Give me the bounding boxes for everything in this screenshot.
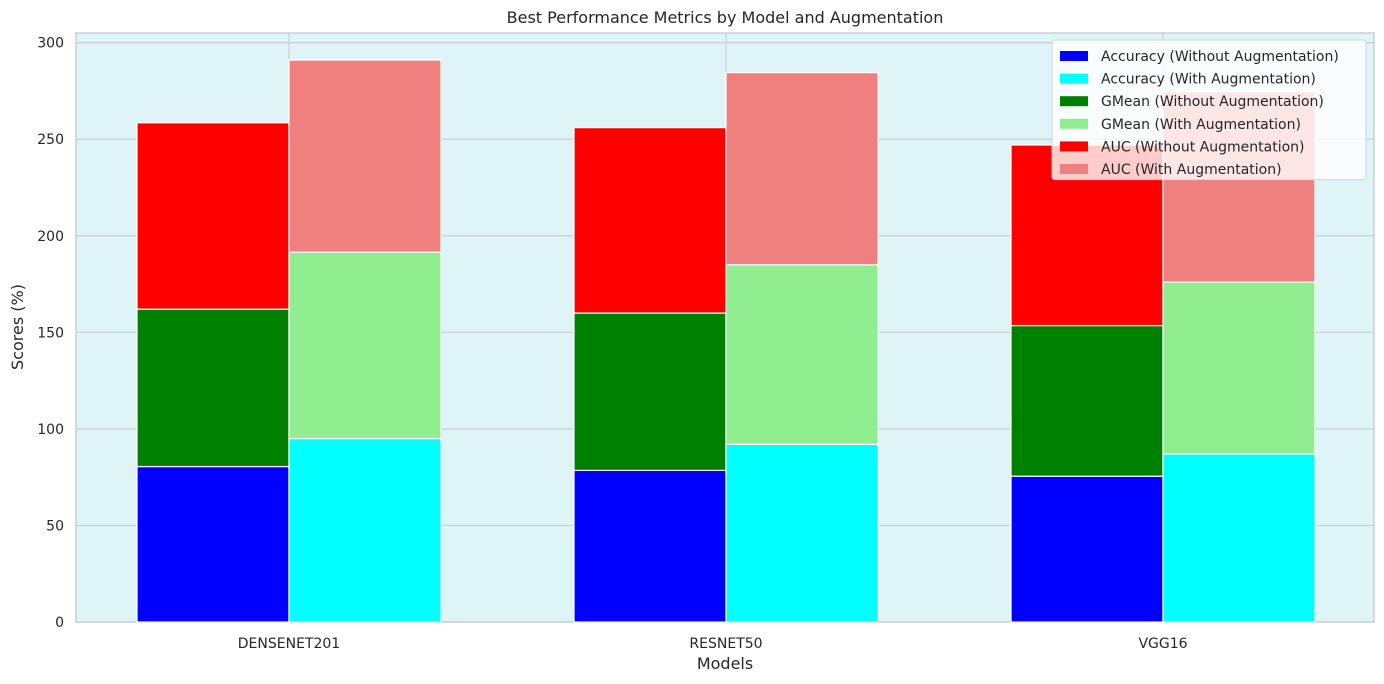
bar-segment [1162,281,1316,455]
legend-label: Accuracy (Without Augmentation) [1101,49,1339,65]
x-axis-ticks: DENSENET201 RESNET50 VGG16 [238,636,1188,652]
bar-segment [288,251,442,440]
bar-segment [573,312,727,472]
legend-swatch [1060,141,1088,152]
chart-title: Best Performance Metrics by Model and Au… [507,8,944,27]
bar-segment [136,308,290,468]
bar-segment [1010,324,1164,477]
bar-segment [1010,475,1164,623]
legend-swatch [1060,164,1088,174]
y-tick-label: 200 [37,229,64,245]
legend-label: AUC (With Augmentation) [1101,162,1282,178]
bar-segment [288,59,442,253]
legend-swatch [1060,118,1088,129]
bar-segment [573,127,727,314]
y-axis-ticks: 0 50 100 150 200 250 300 [37,36,64,631]
legend-swatch [1060,51,1088,61]
bar-segment [725,264,879,445]
y-tick-label: 0 [55,615,64,631]
y-tick-label: 300 [37,36,64,52]
legend-label: Accuracy (With Augmentation) [1101,72,1316,88]
legend-swatch [1060,96,1088,107]
y-tick-label: 50 [46,518,64,534]
legend-label: GMean (Without Augmentation) [1101,94,1324,110]
bar-segment [136,122,290,310]
legend-swatch [1060,73,1088,84]
x-tick-label: VGG16 [1138,636,1187,652]
legend-label: AUC (Without Augmentation) [1101,139,1305,155]
legend-label: GMean (With Augmentation) [1101,117,1301,133]
y-tick-label: 150 [37,325,64,341]
x-tick-label: RESNET50 [689,636,762,652]
legend-box [1051,39,1367,181]
x-tick-label: DENSENET201 [238,636,340,652]
bar-segment [136,465,290,623]
bar-segment [725,71,879,266]
bar-segment [573,469,727,623]
y-tick-label: 250 [37,132,64,148]
legend: Accuracy (Without Augmentation) Accuracy … [1051,39,1367,181]
y-axis-title: Scores (%) [8,284,27,370]
bars [136,59,1316,623]
y-tick-label: 100 [37,422,64,438]
bar-segment [288,437,442,623]
bar-segment [1162,453,1316,623]
x-axis-title: Models [697,654,753,673]
bar-segment [725,443,879,623]
